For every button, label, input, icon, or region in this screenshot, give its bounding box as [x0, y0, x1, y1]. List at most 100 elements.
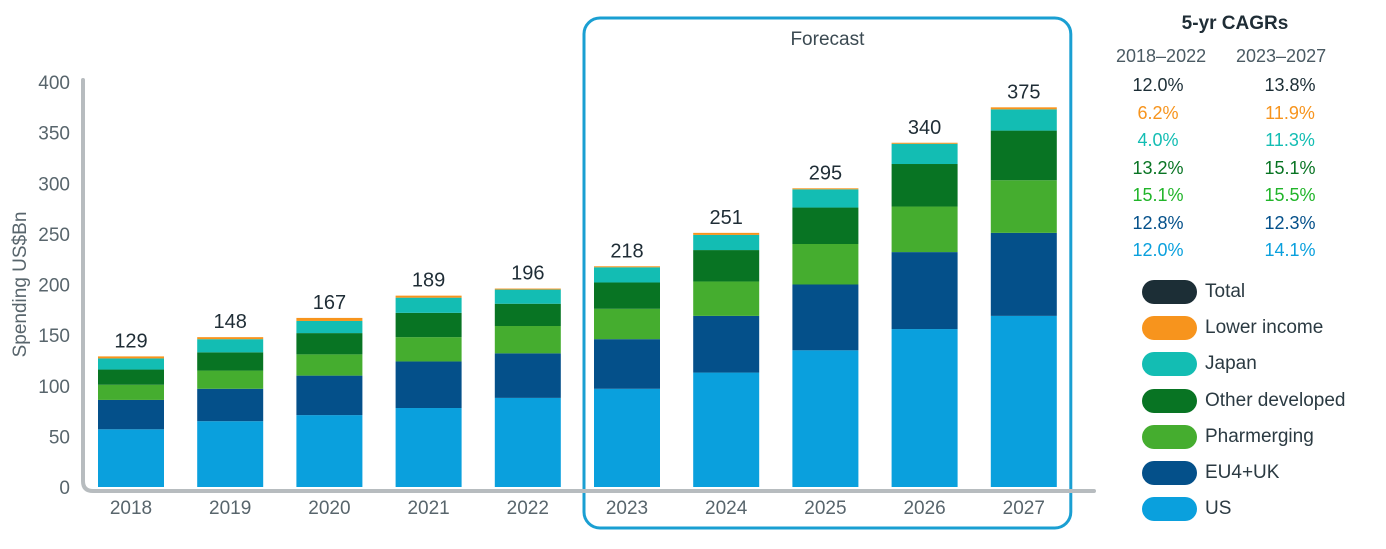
bar-segment-us	[494, 397, 561, 487]
y-tick-label: 300	[38, 174, 70, 195]
legend-swatch	[1142, 497, 1197, 522]
cagr-value-2018-2022: 6.2%	[1137, 102, 1179, 123]
legend-swatch	[1142, 424, 1197, 449]
cagr-value-2018-2022: 4.0%	[1137, 130, 1179, 150]
legend-label: Total	[1205, 281, 1246, 302]
x-tick-label: 2022	[507, 498, 549, 519]
y-tick-label: 200	[38, 276, 70, 297]
bar-segment-lower-income	[891, 142, 958, 144]
x-tick-label: 2020	[308, 498, 350, 519]
cagr-period-1-header: 2018–2022	[1116, 46, 1207, 66]
bar-segment-pharmerging	[990, 180, 1057, 233]
total-data-label: 167	[313, 292, 346, 314]
x-tick-label: 2026	[903, 498, 945, 519]
legend-swatch	[1142, 388, 1197, 413]
cagr-value-2023-2027: 14.1%	[1264, 240, 1316, 260]
legend-swatch	[1142, 316, 1197, 341]
bar-segment-japan	[296, 320, 363, 334]
bar-segment-us	[395, 408, 462, 487]
legend-item: Pharmerging	[1142, 424, 1314, 450]
legend-label: US	[1205, 498, 1232, 520]
bar-segment-lower-income	[197, 337, 264, 340]
cagr-value-2018-2022: 15.1%	[1132, 185, 1184, 205]
cagr-value-2018-2022: 12.0%	[1132, 75, 1184, 95]
bar-segment-other-developed	[693, 250, 760, 282]
bar-segment-eu4-uk	[395, 361, 462, 409]
legend-item: EU4+UK	[1142, 460, 1279, 486]
bar-segment-us	[594, 388, 660, 487]
bar-segment-pharmerging	[296, 354, 363, 376]
legend-label: Japan	[1205, 353, 1257, 375]
bar-segment-pharmerging	[197, 370, 264, 389]
y-tick-label: 350	[38, 124, 70, 145]
legend-swatch	[1142, 461, 1197, 485]
bar-segment-other-developed	[296, 333, 363, 355]
y-tick-label: 0	[59, 478, 70, 499]
bar-segment-japan	[792, 189, 859, 208]
bar-segment-us	[891, 329, 958, 487]
bar-segment-japan	[594, 267, 660, 283]
bar-segment-us	[792, 350, 859, 487]
bar-segment-lower-income	[494, 288, 561, 290]
total-data-label: 148	[214, 311, 247, 333]
legend-label: Other developed	[1205, 389, 1346, 411]
legend-label: Pharmerging	[1205, 425, 1314, 447]
cagr-value-2023-2027: 12.3%	[1264, 212, 1316, 233]
legend-swatch	[1142, 280, 1197, 304]
legend-item: Other developed	[1142, 388, 1346, 414]
x-tick-label: 2024	[705, 498, 748, 519]
y-tick-label: 250	[38, 225, 70, 246]
bar-segment-japan	[693, 234, 760, 251]
legend-item: US	[1142, 496, 1231, 522]
bar-segment-pharmerging	[395, 337, 462, 362]
bar-segment-us	[197, 421, 264, 487]
bar-segment-japan	[395, 297, 462, 313]
bar-segment-pharmerging	[891, 206, 958, 253]
bar-segment-pharmerging	[98, 384, 164, 400]
bar-segment-eu4-uk	[693, 315, 760, 373]
total-data-label: 189	[412, 270, 445, 292]
bar-segment-eu4-uk	[891, 252, 958, 330]
bar-segment-other-developed	[494, 303, 561, 327]
forecast-box	[582, 16, 1073, 530]
bar-segment-us	[693, 372, 760, 487]
cagr-value-2018-2022: 13.2%	[1132, 157, 1184, 178]
total-data-label: 196	[511, 263, 544, 285]
total-data-label: 375	[1007, 81, 1040, 103]
stacked-bar-chart: Forecast Spending US$Bn 0 50 100 150 200 250 300…	[10, 16, 1096, 530]
bar-segment-lower-income	[594, 266, 660, 268]
cagr-value-2023-2027: 13.8%	[1264, 75, 1316, 95]
bar-segment-eu4-uk	[98, 399, 164, 430]
x-tick-label: 2027	[1003, 498, 1045, 519]
bar-segment-pharmerging	[594, 308, 660, 340]
bar-segment-eu4-uk	[494, 353, 561, 398]
x-tick-label: 2018	[110, 498, 152, 519]
total-data-label: 340	[908, 117, 941, 139]
bar-segment-pharmerging	[792, 244, 859, 285]
y-axis-title: Spending US$Bn	[10, 212, 31, 358]
cagr-value-2023-2027: 15.1%	[1264, 157, 1316, 178]
total-data-label: 251	[710, 207, 743, 229]
cagr-value-2023-2027: 15.5%	[1264, 185, 1316, 205]
bar-segment-eu4-uk	[792, 284, 859, 351]
x-tick-label: 2025	[804, 498, 846, 519]
y-tick-label: 50	[49, 427, 70, 448]
bar-segment-japan	[891, 143, 958, 165]
bar-segment-other-developed	[594, 282, 660, 309]
bar-segment-other-developed	[990, 130, 1057, 181]
bar-segment-lower-income	[296, 317, 363, 321]
bar-segment-lower-income	[792, 188, 859, 190]
bar-segment-eu4-uk	[594, 339, 660, 389]
cagr-period-2-header: 2023–2027	[1236, 46, 1327, 66]
forecast-label: Forecast	[790, 29, 865, 50]
bar-segment-japan	[494, 289, 561, 304]
x-tick-label: 2019	[209, 498, 251, 519]
axes-line	[81, 78, 1096, 493]
cagr-value-2018-2022: 12.0%	[1132, 240, 1184, 260]
y-tick-label: 150	[38, 326, 70, 347]
bar-segment-eu4-uk	[296, 375, 363, 416]
bar-segment-other-developed	[395, 312, 462, 338]
cagr-title: 5-yr CAGRs	[1181, 13, 1289, 34]
bar-segment-other-developed	[792, 207, 859, 244]
y-tick-label: 400	[38, 73, 70, 94]
